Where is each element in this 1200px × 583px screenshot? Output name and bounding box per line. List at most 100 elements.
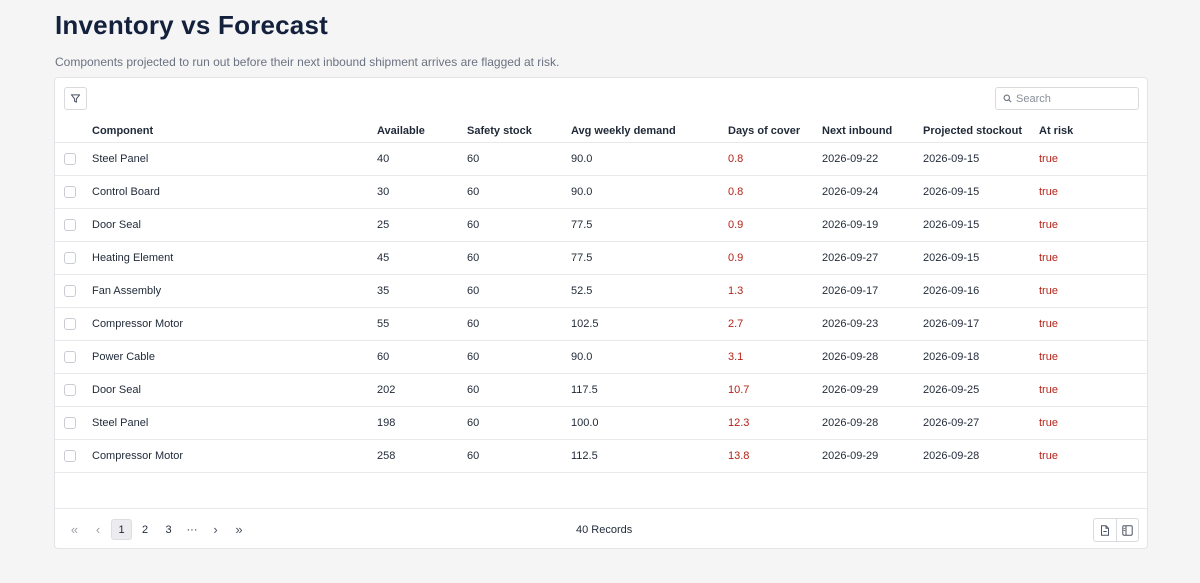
filter-icon: [70, 94, 81, 103]
column-header-component[interactable]: Component: [92, 119, 377, 143]
row-checkbox[interactable]: [64, 152, 76, 165]
row-select-cell: [55, 208, 92, 242]
cell-next-inbound: 2026-09-28: [822, 406, 923, 441]
cell-avg-weekly-demand: 112.5: [571, 439, 728, 474]
table-row[interactable]: Compressor Motor 258 60 112.5 13.8 2026-09-29…: [55, 439, 1147, 474]
cell-projected-stockout: 2026-09-15: [923, 241, 1039, 275]
cell-at-risk: true: [1039, 175, 1147, 209]
page-button-2[interactable]: 2: [141, 523, 149, 536]
table-row[interactable]: Fan Assembly 35 60 52.5 1.3 2026-09-17 2026-09…: [55, 274, 1147, 308]
export-button[interactable]: [1094, 519, 1116, 541]
cell-next-inbound: 2026-09-19: [822, 208, 923, 242]
cell-days-of-cover: 1.3: [728, 274, 822, 308]
cell-avg-weekly-demand: 77.5: [571, 241, 728, 275]
column-header-safety-stock[interactable]: Safety stock: [467, 119, 571, 143]
page-button-3[interactable]: 3: [165, 523, 172, 536]
table-row[interactable]: Heating Element 45 60 77.5 0.9 2026-09-27 2026…: [55, 241, 1147, 275]
cell-days-of-cover: 2.7: [728, 307, 822, 342]
cell-avg-weekly-demand: 77.5: [571, 208, 728, 242]
cell-at-risk: true: [1039, 241, 1147, 275]
column-header-days-of-cover[interactable]: Days of cover: [728, 119, 822, 143]
table-row[interactable]: Door Seal 25 60 77.5 0.9 2026-09-19 2026-09-15…: [55, 208, 1147, 242]
cell-days-of-cover: 12.3: [728, 406, 822, 441]
previous-page-button[interactable]: ‹: [88, 519, 109, 540]
footer-actions: [1093, 518, 1139, 542]
cell-at-risk: true: [1039, 340, 1147, 375]
chevron-left-icon: ‹: [95, 522, 101, 537]
column-header-at-risk[interactable]: At risk: [1039, 119, 1147, 143]
cell-projected-stockout: 2026-09-17: [923, 307, 1039, 342]
table-row[interactable]: Steel Panel 198 60 100.0 12.3 2026-09-28 2026-…: [55, 406, 1147, 441]
cell-days-of-cover: 13.8: [728, 439, 822, 474]
cell-avg-weekly-demand: 90.0: [571, 340, 728, 375]
row-checkbox[interactable]: [64, 284, 76, 297]
cell-at-risk: true: [1039, 274, 1147, 308]
row-checkbox[interactable]: [64, 384, 76, 397]
cell-days-of-cover: 0.8: [728, 142, 822, 176]
export-file-icon: [1101, 524, 1109, 536]
row-checkbox[interactable]: [64, 218, 76, 231]
cell-at-risk: true: [1039, 406, 1147, 441]
cell-days-of-cover: 3.1: [728, 340, 822, 375]
row-select-cell: [55, 373, 92, 408]
cell-projected-stockout: 2026-09-16: [923, 274, 1039, 308]
row-checkbox[interactable]: [64, 318, 76, 331]
row-select-cell: [55, 406, 92, 441]
column-panel-button[interactable]: [1116, 519, 1138, 541]
row-checkbox[interactable]: [64, 450, 76, 463]
table-row[interactable]: Door Seal 202 60 117.5 10.7 2026-09-29 2026-09…: [55, 373, 1147, 408]
cell-at-risk: true: [1039, 142, 1147, 176]
cell-at-risk: true: [1039, 373, 1147, 408]
row-checkbox[interactable]: [64, 251, 76, 264]
column-header-next-inbound[interactable]: Next inbound: [822, 119, 923, 143]
table-footer: « ‹ 1 2 3 ··· › » 40 Records: [55, 508, 1147, 549]
column-header-projected-stockout[interactable]: Projected stockout: [923, 119, 1039, 143]
cell-avg-weekly-demand: 117.5: [571, 373, 728, 408]
table-row[interactable]: Steel Panel 40 60 90.0 0.8 2026-09-22 2026-09-…: [55, 142, 1147, 176]
cell-safety-stock: 60: [467, 406, 571, 441]
page-button-1[interactable]: 1: [111, 519, 132, 540]
cell-next-inbound: 2026-09-23: [822, 307, 923, 342]
cell-safety-stock: 60: [467, 175, 571, 209]
page-ellipsis: ···: [186, 523, 198, 536]
cell-component: Compressor Motor: [92, 439, 377, 474]
row-checkbox[interactable]: [64, 417, 76, 430]
column-header-available[interactable]: Available: [377, 119, 467, 143]
cell-avg-weekly-demand: 90.0: [571, 142, 728, 176]
chevron-right-icon: ›: [213, 522, 218, 537]
row-select-cell: [55, 340, 92, 375]
records-count: 40 Records: [576, 524, 633, 536]
table-row[interactable]: Power Cable 60 60 90.0 3.1 2026-09-28 2026-09-…: [55, 340, 1147, 375]
cell-available: 60: [377, 340, 467, 375]
cell-component: Steel Panel: [92, 142, 377, 176]
row-checkbox[interactable]: [64, 351, 76, 364]
cell-days-of-cover: 10.7: [728, 373, 822, 408]
cell-projected-stockout: 2026-09-28: [923, 439, 1039, 474]
row-checkbox[interactable]: [64, 185, 76, 198]
cell-component: Control Board: [92, 175, 377, 209]
last-page-button[interactable]: »: [229, 519, 250, 540]
row-select-cell: [55, 439, 92, 474]
table-row[interactable]: Compressor Motor 55 60 102.5 2.7 2026-09-23 20…: [55, 307, 1147, 342]
cell-available: 55: [377, 307, 467, 342]
cell-component: Door Seal: [92, 208, 377, 242]
page-title: Inventory vs Forecast: [55, 10, 328, 40]
next-page-button[interactable]: ›: [205, 519, 226, 540]
row-select-cell: [55, 241, 92, 275]
cell-projected-stockout: 2026-09-18: [923, 340, 1039, 375]
cell-component: Heating Element: [92, 241, 377, 275]
cell-safety-stock: 60: [467, 241, 571, 275]
search-box[interactable]: [995, 87, 1139, 110]
filter-button[interactable]: [64, 87, 87, 110]
first-page-button[interactable]: «: [64, 519, 85, 540]
cell-component: Power Cable: [92, 340, 377, 375]
cell-projected-stockout: 2026-09-27: [923, 406, 1039, 441]
cell-component: Door Seal: [92, 373, 377, 408]
search-input[interactable]: [1016, 92, 1131, 105]
cell-projected-stockout: 2026-09-25: [923, 373, 1039, 408]
pagination: « ‹ 1 2 3 ··· › »: [64, 519, 252, 540]
cell-component: Compressor Motor: [92, 307, 377, 342]
table-row[interactable]: Control Board 30 60 90.0 0.8 2026-09-24 2026-0…: [55, 175, 1147, 209]
chevrons-right-icon: »: [235, 522, 243, 537]
column-header-avg-weekly-demand[interactable]: Avg weekly demand: [571, 119, 728, 143]
